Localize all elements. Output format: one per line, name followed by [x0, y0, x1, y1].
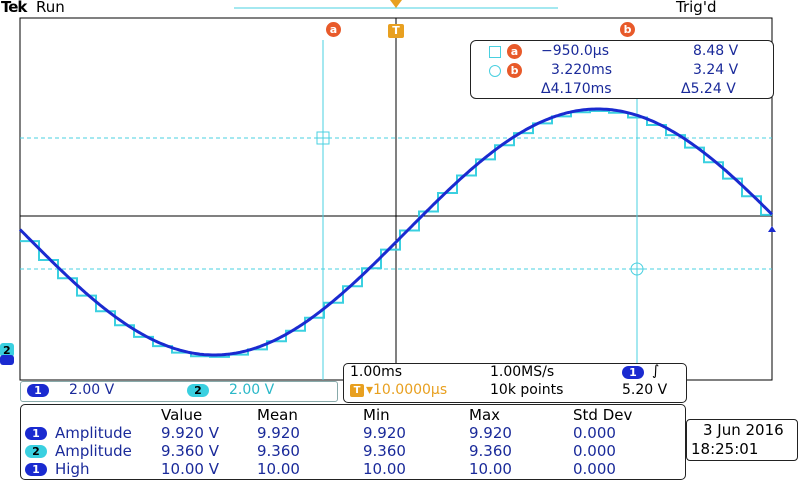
channel-1-trace — [18, 107, 774, 357]
cursor-delta-time: Δ4.170ms — [541, 81, 612, 97]
measurement-table: Value Mean Min Max Std Dev 1 Amplitude 9… — [20, 404, 686, 480]
row-min: 9.360 — [363, 442, 406, 460]
channel-1-badge[interactable]: 1 — [27, 384, 49, 397]
header-min: Min — [363, 406, 390, 424]
row-value: 9.920 V — [161, 424, 219, 442]
trigger-marker-badge[interactable]: T — [388, 24, 404, 38]
channel-scale-bar[interactable]: 1 2.00 V 2 2.00 V — [20, 381, 338, 402]
row-max: 10.00 — [469, 460, 512, 478]
row-mean: 9.360 — [257, 442, 300, 460]
row-name: Amplitude — [55, 442, 132, 460]
cursor-a-label: a — [507, 44, 522, 59]
table-row[interactable]: 1 High 10.00 V 10.00 10.00 10.00 0.000 — [21, 460, 685, 478]
header-max: Max — [469, 406, 501, 424]
cursor-b-badge[interactable]: b — [620, 22, 635, 37]
channel-1-ground-marker — [0, 355, 14, 365]
cursor-a-time: −950.0µs — [541, 43, 610, 59]
trigger-status: Trig'd — [676, 0, 717, 16]
cursor-delta-voltage: Δ5.24 V — [681, 81, 736, 97]
record-length: 10k points — [490, 382, 564, 398]
header-mean: Mean — [257, 406, 298, 424]
row-name: High — [55, 460, 90, 478]
timebase-trigger-panel[interactable]: 1.00ms 1.00MS/s 1 ∫ T ▾10.0000µs 10k poi… — [343, 363, 687, 403]
row-std: 0.000 — [573, 460, 616, 478]
row-channel-badge: 1 — [25, 463, 47, 476]
row-min: 10.00 — [363, 460, 406, 478]
cursor-b-time: 3.220ms — [551, 62, 613, 78]
sample-rate: 1.00MS/s — [490, 364, 555, 380]
channel-2-scale: 2.00 V — [229, 382, 275, 398]
row-value: 9.360 V — [161, 442, 219, 460]
trigger-slope-icon: ∫ — [652, 363, 660, 379]
row-mean: 10.00 — [257, 460, 300, 478]
trigger-position-icon: T — [350, 384, 364, 397]
row-channel-badge: 2 — [25, 445, 47, 458]
row-value: 10.00 V — [161, 460, 219, 478]
header-std-dev: Std Dev — [573, 406, 633, 424]
trigger-level: 5.20 V — [622, 382, 668, 398]
cursor-b-voltage: 3.24 V — [693, 62, 739, 78]
time-text: 18:25:01 — [691, 440, 759, 458]
row-std: 0.000 — [573, 424, 616, 442]
row-std: 0.000 — [573, 442, 616, 460]
row-max: 9.360 — [469, 442, 512, 460]
run-status: Run — [36, 0, 65, 16]
trigger-source-badge: 1 — [622, 366, 644, 379]
channel-1-waveform — [18, 107, 774, 357]
horizontal-position: ▾10.0000µs — [366, 382, 448, 398]
row-name: Amplitude — [55, 424, 132, 442]
table-row[interactable]: 2 Amplitude 9.360 V 9.360 9.360 9.360 0.… — [21, 442, 685, 460]
ch2-ground-label: 2 — [3, 344, 11, 357]
timebase-scale: 1.00ms — [350, 364, 403, 380]
cursor-a-voltage: 8.48 V — [693, 43, 739, 59]
cursor-a-badge[interactable]: a — [326, 22, 341, 37]
header-value: Value — [161, 406, 203, 424]
row-max: 9.920 — [469, 424, 512, 442]
table-row[interactable]: 1 Amplitude 9.920 V 9.920 9.920 9.920 0.… — [21, 424, 685, 442]
cursor-b-label: b — [507, 63, 522, 78]
trigger-position-arrow — [390, 0, 402, 8]
row-min: 9.920 — [363, 424, 406, 442]
channel-2-badge[interactable]: 2 — [187, 384, 209, 397]
date-time-display: 3 Jun 2016 18:25:01 — [686, 419, 798, 461]
cursor-readout-panel: a −950.0µs 8.48 V b 3.220ms 3.24 V Δ4.17… — [470, 40, 774, 99]
row-channel-badge: 1 — [25, 427, 47, 440]
circle-cursor-icon — [489, 65, 501, 77]
brand-logo: Tek — [1, 0, 27, 16]
channel-2-ground-marker — [0, 343, 14, 357]
row-mean: 9.920 — [257, 424, 300, 442]
square-cursor-icon — [489, 46, 501, 58]
trigger-level-marker — [768, 226, 776, 232]
channel-1-scale: 2.00 V — [69, 382, 115, 398]
date-text: 3 Jun 2016 — [703, 421, 784, 439]
